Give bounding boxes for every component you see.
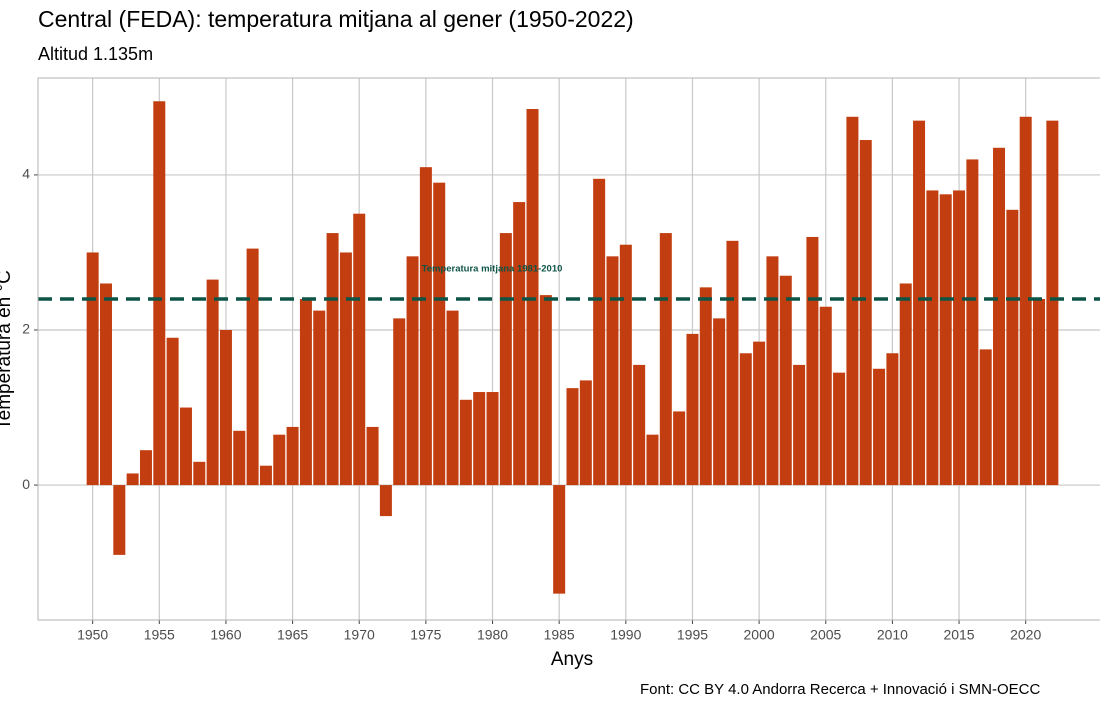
- x-tick-label: 2000: [744, 627, 775, 643]
- bar: [379, 485, 392, 517]
- bar: [393, 318, 406, 486]
- x-tick-label: 1950: [77, 627, 108, 643]
- bar: [979, 349, 992, 486]
- bar: [313, 310, 326, 486]
- bar: [259, 465, 272, 486]
- chart-title: Central (FEDA): temperatura mitjana al g…: [38, 6, 634, 32]
- bar: [419, 167, 432, 486]
- bar: [299, 298, 312, 486]
- bar: [539, 295, 552, 486]
- bar: [939, 194, 952, 486]
- y-tick-label: 2: [22, 321, 30, 337]
- panel-border: [37, 77, 1100, 621]
- bar: [899, 283, 912, 486]
- bar: [353, 213, 366, 486]
- bar: [753, 341, 766, 486]
- bar: [99, 283, 112, 486]
- bar: [566, 388, 579, 486]
- bar: [779, 275, 792, 486]
- bar: [1046, 120, 1059, 486]
- bar: [433, 182, 446, 486]
- bar: [646, 434, 659, 486]
- bar: [739, 353, 752, 486]
- x-tick-label: 2005: [810, 627, 841, 643]
- bar: [913, 120, 926, 486]
- x-tick-label: 1960: [210, 627, 241, 643]
- bar: [366, 426, 379, 486]
- bar: [993, 147, 1006, 486]
- bar: [406, 256, 419, 486]
- bar: [966, 159, 979, 486]
- bar: [593, 178, 606, 486]
- y-tick-label: 4: [22, 166, 30, 182]
- bar: [326, 233, 339, 486]
- bar: [286, 426, 299, 486]
- bar: [86, 252, 99, 486]
- bar: [859, 140, 872, 486]
- bar: [1033, 298, 1046, 486]
- x-tick-label: 2010: [877, 627, 908, 643]
- bar: [139, 450, 152, 486]
- chart-subtitle: Altitud 1.135m: [38, 44, 153, 64]
- x-tick-label: 1990: [610, 627, 641, 643]
- bar: [819, 306, 832, 486]
- bar: [1019, 116, 1032, 486]
- bar: [219, 330, 232, 486]
- y-tick-label: 0: [22, 476, 30, 492]
- bar: [659, 233, 672, 486]
- bar: [193, 461, 206, 486]
- bar: [273, 434, 286, 486]
- bar: [673, 411, 686, 486]
- bar: [126, 473, 139, 486]
- x-tick-label: 1995: [677, 627, 708, 643]
- x-tick-label: 1955: [144, 627, 175, 643]
- x-tick-label: 1975: [410, 627, 441, 643]
- bar: [793, 364, 806, 486]
- bar: [1006, 209, 1019, 486]
- x-tick-label: 2015: [943, 627, 974, 643]
- x-tick-label: 2020: [1010, 627, 1041, 643]
- bar: [233, 430, 246, 486]
- reference-label: Temperatura mitjana 1981-2010: [422, 264, 563, 275]
- x-tick-label: 1965: [277, 627, 308, 643]
- bar: [206, 279, 219, 486]
- bar: [713, 318, 726, 486]
- bar: [513, 202, 526, 486]
- bar: [179, 407, 192, 486]
- bar: [766, 256, 779, 486]
- bar: [806, 236, 819, 486]
- bar: [486, 392, 499, 486]
- bar: [446, 310, 459, 486]
- x-tick-label: 1970: [344, 627, 375, 643]
- bar: [553, 485, 566, 594]
- bar: [579, 380, 592, 486]
- bar: [686, 333, 699, 486]
- bar: [846, 116, 859, 486]
- bar: [619, 244, 632, 486]
- bar: [886, 353, 899, 486]
- x-tick-label: 1985: [544, 627, 575, 643]
- bar: [699, 287, 712, 486]
- bar: [113, 485, 126, 555]
- bar: [499, 233, 512, 486]
- bar: [726, 240, 739, 486]
- bar: [339, 252, 352, 486]
- bar: [833, 372, 846, 486]
- bar: [246, 248, 259, 486]
- bar: [873, 368, 886, 486]
- bar: [459, 399, 472, 486]
- bar: [926, 190, 939, 486]
- x-axis-label: Anys: [551, 649, 593, 670]
- bar: [153, 101, 166, 486]
- y-axis-label: Temperatura en °C: [0, 270, 15, 430]
- bar: [953, 190, 966, 486]
- x-tick-label: 1980: [477, 627, 508, 643]
- bar: [526, 109, 539, 486]
- bar: [606, 256, 619, 486]
- bar: [473, 392, 486, 486]
- bar: [633, 364, 646, 486]
- bar: [166, 337, 179, 486]
- caption: Font: CC BY 4.0 Andorra Recerca + Innova…: [640, 681, 1040, 698]
